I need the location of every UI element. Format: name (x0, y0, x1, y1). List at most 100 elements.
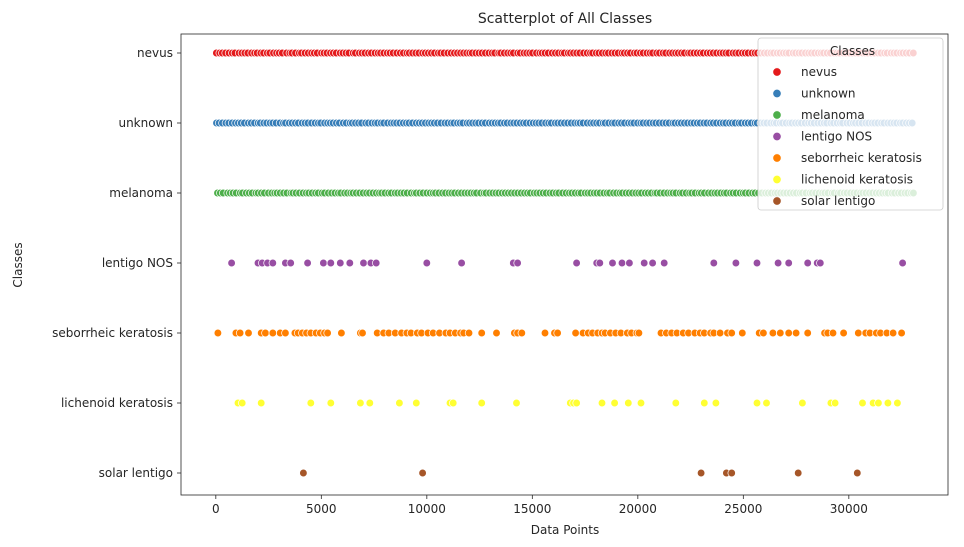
data-point (281, 328, 290, 338)
data-point (372, 258, 381, 268)
legend-marker (772, 131, 782, 142)
data-point (883, 398, 893, 408)
data-point (517, 328, 526, 338)
series-lentigo-NOS (227, 258, 907, 268)
legend-title: Classes (830, 44, 875, 58)
data-point (608, 258, 617, 268)
y-tick-label: melanoma (109, 186, 173, 200)
data-point (874, 398, 883, 408)
data-point (709, 258, 718, 268)
legend-label: seborrheic keratosis (801, 151, 922, 165)
data-point (660, 258, 669, 268)
data-point (337, 328, 346, 338)
data-point (345, 258, 354, 268)
data-point (784, 328, 793, 338)
data-point (768, 328, 778, 338)
legend-marker (772, 110, 782, 120)
data-point (617, 258, 627, 268)
data-point (897, 328, 906, 338)
x-axis: 0 5000 10000 15000 20000 25000 30000 (212, 495, 868, 516)
data-point (784, 258, 793, 268)
data-point (888, 328, 898, 338)
legend-marker (772, 174, 782, 185)
y-tick-label: lentigo NOS (102, 256, 173, 270)
data-point (597, 398, 607, 408)
data-point (624, 398, 633, 408)
data-point (303, 258, 312, 268)
data-point (854, 328, 863, 338)
legend-label: lentigo NOS (801, 130, 872, 144)
data-point (213, 328, 223, 338)
legend-box (757, 37, 944, 211)
data-point (858, 398, 867, 408)
data-point (839, 328, 848, 338)
x-tick-label: 10000 (408, 502, 446, 516)
data-point (319, 258, 328, 268)
x-axis-title: Data Points (531, 523, 600, 537)
data-point (457, 258, 466, 268)
data-point (803, 258, 812, 268)
data-point (492, 328, 501, 338)
chart-title: Scatterplot of All Classes (478, 11, 652, 27)
legend-marker (772, 67, 782, 77)
legend-label: unknown (801, 87, 856, 101)
data-point (803, 328, 812, 338)
x-tick-label: 20000 (619, 502, 657, 516)
data-point (572, 258, 581, 268)
x-tick-label: 15000 (513, 502, 551, 516)
legend-marker (772, 88, 782, 99)
data-point (261, 328, 270, 338)
data-point (323, 328, 332, 338)
data-point (816, 258, 825, 268)
data-point (336, 258, 345, 268)
y-tick-label: nevus (137, 46, 173, 60)
data-point (244, 328, 253, 338)
data-point (540, 328, 550, 338)
data-point (762, 398, 771, 408)
data-point (356, 398, 365, 408)
data-point (449, 398, 458, 408)
data-point (671, 398, 680, 408)
data-point (759, 328, 768, 338)
data-point (358, 328, 367, 338)
data-point (572, 398, 581, 408)
data-point (571, 328, 580, 338)
data-point (422, 258, 431, 268)
data-point (776, 328, 785, 338)
data-point (513, 258, 522, 268)
y-tick-label: unknown (118, 116, 173, 130)
data-point (798, 398, 807, 408)
x-tick-label: 0 (212, 502, 220, 516)
y-tick-label: seborrheic keratosis (52, 326, 173, 340)
legend: Classes nevus unknown melanoma lentigo NOS se… (757, 37, 944, 211)
x-tick-label: 30000 (830, 502, 868, 516)
data-point (634, 328, 644, 338)
data-point (306, 398, 315, 408)
data-point (365, 398, 374, 408)
data-point (731, 258, 741, 268)
series-melanoma (213, 188, 918, 198)
data-point (791, 328, 801, 338)
data-point (696, 468, 706, 478)
data-point (794, 468, 803, 478)
plot-frame (180, 33, 949, 496)
data-point (595, 258, 604, 268)
data-point (727, 328, 736, 338)
data-point (359, 258, 368, 268)
data-point (257, 398, 266, 408)
data-point (828, 328, 838, 338)
data-point (727, 468, 736, 478)
data-point (773, 258, 783, 268)
data-point (412, 398, 421, 408)
data-point (512, 398, 521, 408)
y-axis: nevus unknown melanoma lentigo NOS seborrhei… (52, 46, 181, 480)
legend-marker (772, 196, 782, 206)
data-point (286, 258, 295, 268)
data-point (738, 328, 747, 338)
legend-label: solar lentigo (801, 194, 875, 208)
data-point (553, 328, 562, 338)
data-point (752, 398, 762, 408)
series-lichenoid-keratosis (233, 398, 902, 408)
x-tick-label: 5000 (306, 502, 337, 516)
